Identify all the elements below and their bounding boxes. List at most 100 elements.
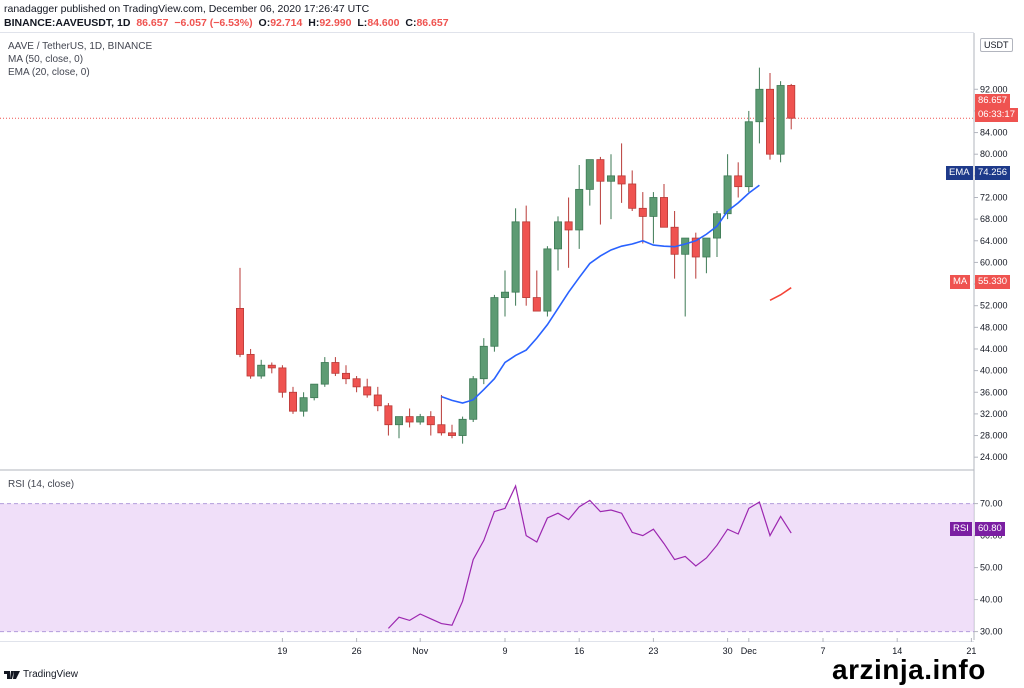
rsi-line [387,484,792,629]
candle-body [596,159,605,182]
price-tick-label: 68.000 [980,214,1008,224]
rsi-tick-label: 40.00 [980,595,1003,605]
price-chart[interactable]: 24.000 28.000 32.000 36.000 40.000 44.000 48.0… [0,0,1024,660]
candle-body [320,362,329,385]
candle-body [543,248,552,312]
candle-body [363,386,372,396]
candle-body [405,416,414,423]
tradingview-logo[interactable]: TradingView [4,669,78,680]
candle-body [723,175,732,215]
rsi-badge-label: RSI [950,522,972,536]
candle-body [766,88,775,155]
candle-body [755,88,764,123]
candle-body [416,416,425,423]
candle-body [458,418,467,436]
price-tick-label: 72.000 [980,192,1008,202]
candle-body [744,121,753,188]
time-tick-label: 26 [352,646,362,656]
candle-body [257,364,266,377]
countdown-badge: 06:33:17 [975,108,1018,122]
price-tick-label: 64.000 [980,236,1008,246]
time-tick-label: Nov [412,646,429,656]
price-tick-label: 32.000 [980,409,1008,419]
ma-line [769,287,792,301]
time-tick-label: 14 [892,646,902,656]
price-badge: 86.657 [975,94,1011,108]
candle-body [384,405,393,426]
open-value: 92.714 [270,17,303,29]
last-price: 86.657 [136,17,169,29]
low-label: L: [357,17,368,29]
chart-legend: AAVE / TetherUS, 1D, BINANCE MA (50, clo… [8,40,152,79]
price-change: −6.057 (−6.53%) [174,17,253,29]
ema-line [441,184,760,404]
candle-body [670,226,679,255]
legend-symbol: AAVE / TetherUS, 1D, BINANCE [8,41,153,52]
rsi-tick-label: 30.00 [980,627,1003,637]
candle-body [288,391,297,412]
open-label: O: [258,17,271,29]
price-tick-label: 28.000 [980,431,1008,441]
ma-badge-label: MA [950,275,971,289]
ema-badge-value: 74.256 [975,166,1011,180]
low-value: 84.600 [367,17,400,29]
time-tick-label: 23 [648,646,658,656]
price-tick-label: 92.000 [980,84,1008,94]
candle-body [607,175,616,182]
candle-body [660,197,669,228]
candle-body [776,85,785,155]
time-tick-label: 30 [723,646,733,656]
candle-body [522,221,531,298]
price-tick-label: 44.000 [980,344,1008,354]
close-label: C: [405,17,417,29]
candle-body [691,237,700,258]
rsi-band [0,503,974,632]
price-tick-label: 40.000 [980,366,1008,376]
rsi-legend: RSI (14, close) [8,479,75,490]
candle-body [532,297,541,312]
tradingview-logo-text: TradingView [23,669,79,680]
candle-body [617,175,626,185]
candle-body [490,297,499,347]
price-tick-label: 60.000 [980,257,1008,267]
close-value: 86.657 [416,17,449,29]
watermark: arzinja.info [832,654,986,685]
tradingview-icon [4,670,20,680]
candle-body [278,367,287,393]
candle-body [787,85,796,119]
candle-body [447,432,456,436]
legend-ema: EMA (20, close, 0) [8,67,90,78]
ma-badge-value: 55.330 [975,275,1011,289]
candle-body [500,291,509,298]
price-tick-label: 24.000 [980,452,1008,462]
symbol-label: BINANCE:AAVEUSDT, 1D [4,17,131,29]
candle-body [638,207,647,217]
candle-body [564,221,573,231]
rsi-tick-label: 70.00 [980,499,1003,509]
ema-badge-label: EMA [946,166,973,180]
candle-body [734,175,743,188]
candle-body [575,188,584,231]
price-tick-label: 48.000 [980,322,1008,332]
high-label: H: [308,17,320,29]
time-tick-label: 19 [277,646,287,656]
time-tick-label: 7 [820,646,825,656]
candle-body [702,237,711,258]
candle-body [352,378,361,388]
currency-button[interactable]: USDT [980,38,1013,52]
candle-body [649,197,658,217]
chart-header: ranadagger published on TradingView.com,… [4,2,452,30]
candle-body [341,372,350,380]
candle-body [267,364,276,369]
chart-frame[interactable] [0,32,974,642]
legend-ma: MA (50, close, 0) [8,54,84,65]
candle-body [426,416,435,426]
time-tick-label: 21 [966,646,976,656]
candle-body [437,424,446,434]
publish-info: ranadagger published on TradingView.com,… [4,3,370,15]
candle-body [331,362,340,374]
candle-body [310,383,319,399]
candle-body [511,221,520,293]
rsi-badge-value: 60.80 [975,522,1005,536]
price-tick-label: 36.000 [980,387,1008,397]
